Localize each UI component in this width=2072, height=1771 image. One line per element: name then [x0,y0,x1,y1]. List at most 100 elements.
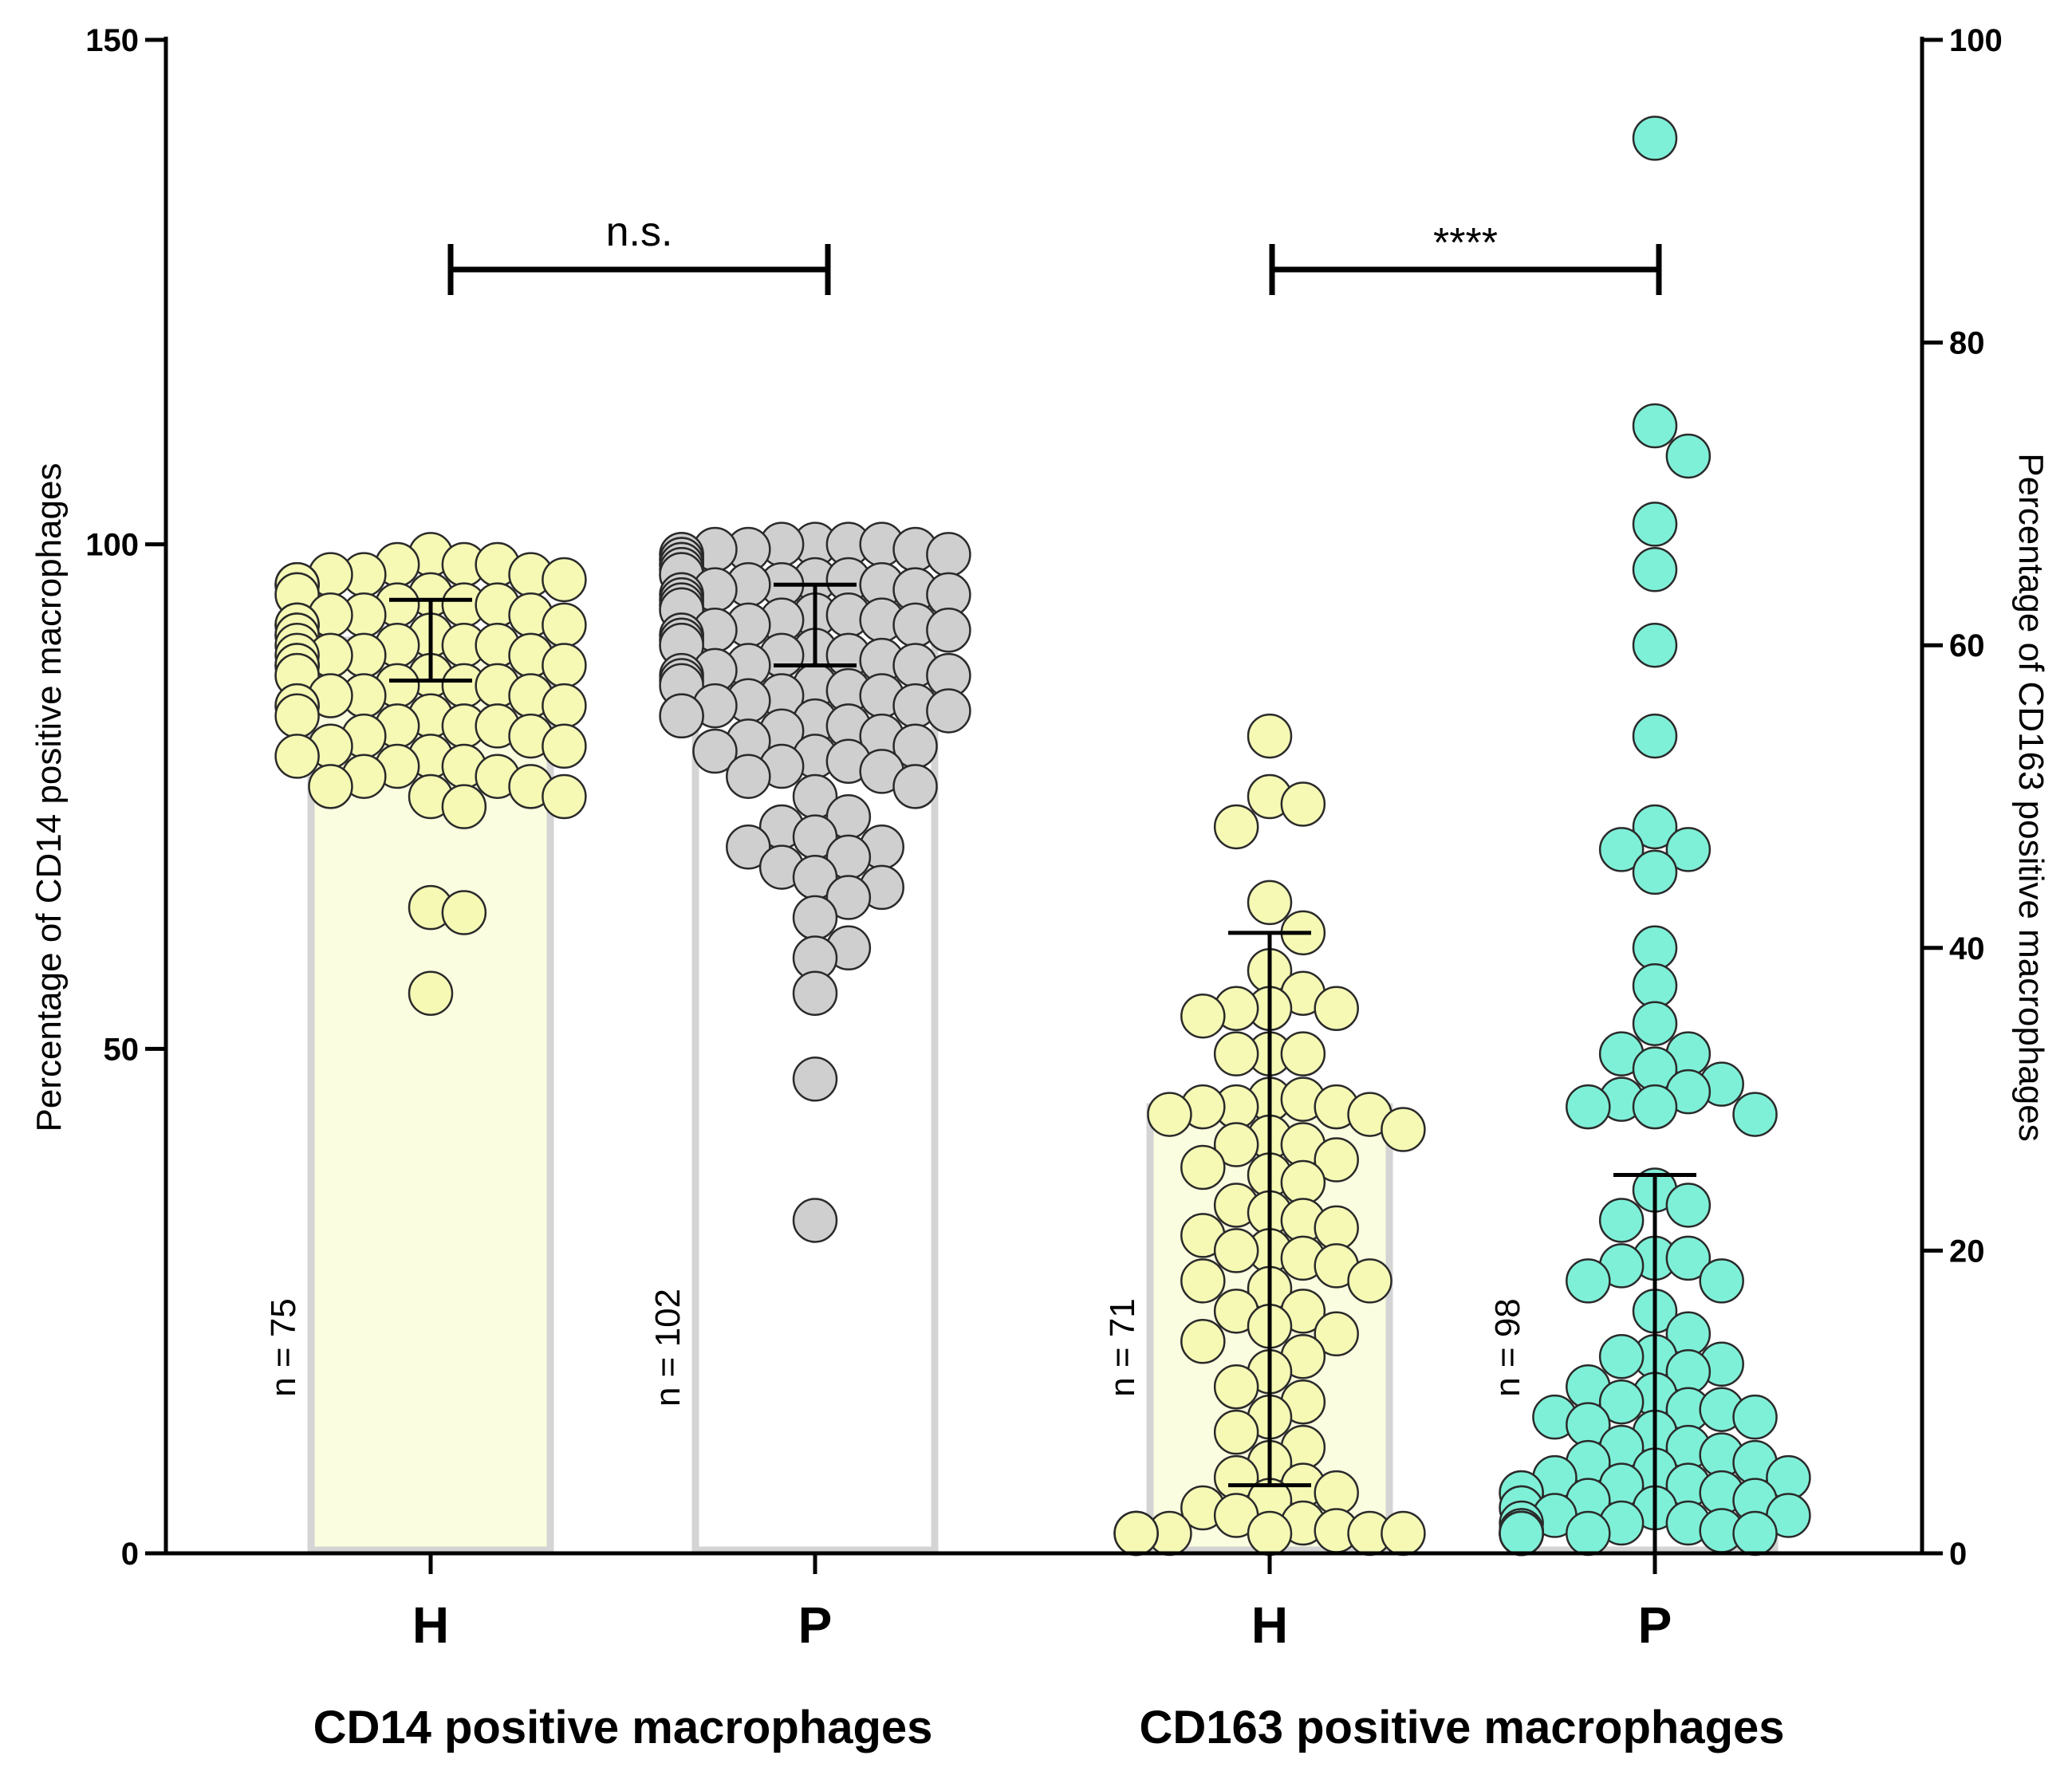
data-point [1632,804,1678,850]
left-tick-label: 50 [104,1032,140,1067]
data-point [1732,1510,1778,1557]
data-point [1213,1031,1259,1076]
significance-label-0: n.s. [606,209,673,255]
left-tick-label: 100 [85,528,139,563]
right-tick-label: 0 [1949,1537,1967,1572]
data-point [1732,1092,1778,1137]
data-point [892,764,938,809]
category-label-p: P [1638,1596,1672,1654]
data-point [441,890,487,935]
data-point [1180,1258,1226,1304]
data-point [542,643,587,688]
data-point [542,557,587,603]
group-label-1: CD163 positive macrophages [1139,1702,1784,1753]
data-point [692,728,738,774]
data-point [441,784,487,829]
data-point [1213,1364,1259,1410]
left-tick-label: 0 [121,1537,139,1572]
category-label-p: P [798,1596,833,1654]
right-tick-label: 60 [1949,628,1985,663]
data-point [542,683,587,729]
data-point [1213,1122,1259,1167]
category-label-h: H [1251,1596,1288,1654]
data-point [1598,1198,1645,1243]
data-point [1632,925,1678,971]
data-point [1632,1084,1678,1130]
data-point [1213,804,1259,850]
left-tick-label: 150 [85,23,139,58]
data-point [1499,1510,1544,1557]
data-point [542,773,587,820]
data-point [1180,993,1226,1039]
data-point [1180,1319,1226,1364]
error-bars-layer [389,582,1696,1556]
significance-label-1: **** [1433,220,1498,266]
left-axis-title: Percentage of CD14 positive macrophages [30,463,69,1132]
labels-layer: n = 75 Hn = 102 Pn = 71 Hn = 98 P 0 50 100 150 0 2… [30,23,2050,1753]
data-point [792,970,838,1016]
data-point [792,1057,838,1102]
data-point [408,970,454,1016]
data-point [1314,1311,1359,1357]
right-tick-label: 80 [1949,326,1985,361]
data-point [1280,1031,1326,1076]
data-point [1632,713,1678,759]
data-point [1247,1510,1293,1557]
data-point [1632,963,1678,1009]
right-tick-label: 40 [1949,931,1985,966]
data-point [659,693,704,739]
data-point [1280,1159,1326,1206]
data-point [274,734,320,779]
data-point [1247,713,1293,759]
n-label-3: n = 98 [1488,1298,1527,1397]
data-point [308,764,353,809]
data-point [1566,1258,1611,1304]
data-point [1314,1470,1359,1516]
data-point [1381,1107,1426,1152]
data-point [1632,1001,1678,1046]
data-point [1566,1510,1611,1557]
data-point [1632,622,1678,668]
data-point [1665,827,1712,872]
data-point [1347,1258,1392,1304]
data-point [1280,781,1326,827]
data-point [726,824,771,870]
data-point [1598,1334,1645,1379]
data-point [1314,1205,1359,1251]
group-label-0: CD14 positive macrophages [313,1702,933,1753]
category-label-h: H [412,1596,449,1654]
data-point [926,607,971,653]
data-point [792,1198,838,1243]
data-point [726,754,771,799]
data-point [1699,1258,1744,1304]
right-tick-label: 20 [1949,1234,1985,1269]
data-point [926,688,971,734]
n-label-2: n = 71 [1103,1298,1142,1397]
data-point [1113,1510,1159,1557]
data-point [542,602,587,648]
right-axis-title: Percentage of CD163 positive macrophages [2011,453,2050,1141]
data-point [1632,502,1678,547]
data-point [1213,1409,1259,1455]
right-tick-label: 100 [1949,23,2003,58]
data-point [542,723,587,769]
data-point [1632,403,1678,449]
data-point [825,875,872,920]
data-point [1381,1510,1426,1557]
n-label-1: n = 102 [648,1289,687,1407]
data-point [1314,1137,1359,1183]
data-point [1632,849,1678,895]
data-point [1598,827,1645,872]
data-point [1632,116,1678,161]
data-point [1665,433,1712,479]
axes-layer [145,37,1943,1574]
data-point [926,532,971,577]
data-point [1665,1235,1712,1281]
data-point [1665,1183,1712,1228]
data-point [792,895,838,941]
data-point [1314,986,1359,1031]
points-layer [274,116,1811,1557]
data-point [1247,880,1293,926]
data-point [1632,547,1678,592]
